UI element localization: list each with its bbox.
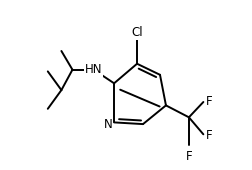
Text: HN: HN	[85, 63, 103, 76]
Text: N: N	[104, 118, 112, 131]
Text: F: F	[206, 129, 212, 142]
Text: F: F	[185, 150, 192, 163]
Text: F: F	[206, 95, 212, 108]
Text: Cl: Cl	[131, 26, 143, 39]
